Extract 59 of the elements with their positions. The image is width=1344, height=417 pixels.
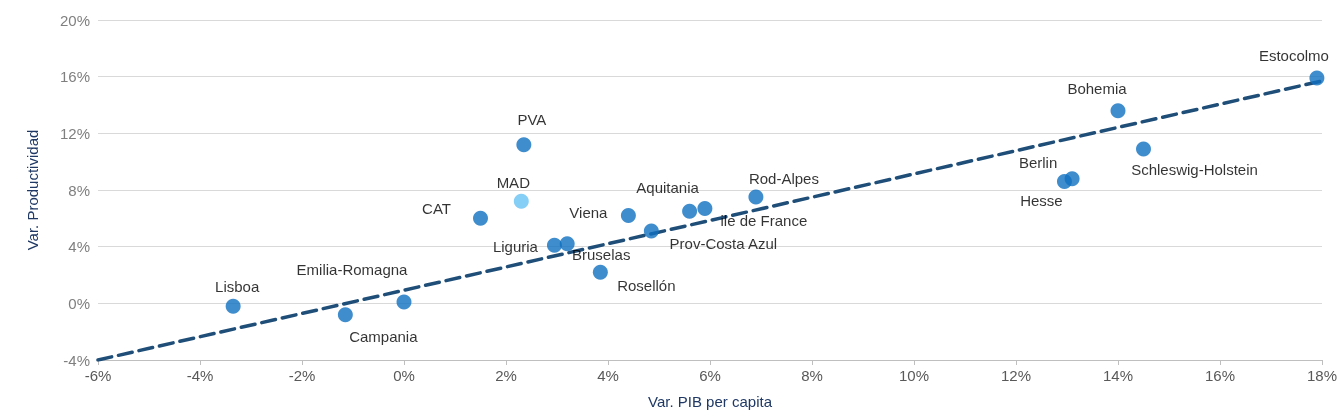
x-tick-label: -6% <box>84 367 112 384</box>
x-tick-label: 14% <box>1102 367 1134 384</box>
annotation: Schleswig-Holstein <box>1131 161 1258 179</box>
annotation: Bohemia <box>1067 80 1128 98</box>
annotation: Prov-Costa Azul <box>669 234 778 252</box>
annotation: Campania <box>349 328 419 346</box>
x-tick-label: 16% <box>1204 367 1236 384</box>
point <box>337 307 353 323</box>
x-tick-label: 2% <box>495 367 517 384</box>
annotation: Rod-Alpes <box>748 169 819 187</box>
x-tick-label: 4% <box>597 367 619 384</box>
annotation: Hesse <box>1020 192 1063 209</box>
point <box>396 294 412 310</box>
point <box>516 137 532 153</box>
point <box>682 203 698 219</box>
point <box>559 236 575 252</box>
point <box>225 298 241 314</box>
point <box>1136 141 1151 157</box>
annotation: Emilia-Romagna <box>296 261 409 279</box>
y-tick-label: 20% <box>59 11 90 29</box>
point <box>620 208 636 223</box>
y-tick-label: 8% <box>68 181 90 199</box>
y-axis-title: Var. Productividad <box>24 129 41 251</box>
x-tick-label: -2% <box>288 367 316 384</box>
annotation: Rosellón <box>617 276 676 294</box>
y-tick-label: -4% <box>63 351 90 369</box>
annotation: Aquitania <box>636 178 700 196</box>
annotation: Viena <box>569 204 609 221</box>
point <box>748 189 764 205</box>
annotation: Estocolmo <box>1258 46 1329 64</box>
x-tick-label: 12% <box>1000 367 1032 384</box>
x-tick-label: 8% <box>801 367 823 384</box>
annotation: Liguria <box>492 237 539 255</box>
annotation: Bruselas <box>572 246 631 264</box>
point <box>546 237 562 253</box>
y-tick-label: 4% <box>68 238 90 256</box>
y-tick-label: 0% <box>68 294 90 312</box>
x-tick-label: 10% <box>898 367 930 384</box>
annotation: Lisboa <box>215 277 260 295</box>
x-tick-label: 0% <box>393 367 415 384</box>
y-tick-label: 16% <box>59 68 90 86</box>
point <box>643 223 659 239</box>
annotation: CAT <box>422 199 451 217</box>
point <box>1309 70 1325 86</box>
annotation: Berlin <box>1018 154 1058 172</box>
point <box>513 193 529 209</box>
point <box>473 210 488 226</box>
point <box>697 200 713 216</box>
annotation: PVA <box>517 111 547 129</box>
x-axis-title: Var. PIB per capita <box>648 393 773 410</box>
point <box>1110 103 1126 119</box>
point <box>1064 171 1080 187</box>
annotation: MAD <box>496 173 531 191</box>
y-tick-label: 12% <box>59 124 90 142</box>
x-tick-label: 6% <box>699 367 721 384</box>
annotation: ile de France <box>720 211 808 229</box>
point <box>592 264 608 280</box>
x-tick-label: -4% <box>186 367 214 384</box>
x-tick-label: 18% <box>1306 367 1338 384</box>
